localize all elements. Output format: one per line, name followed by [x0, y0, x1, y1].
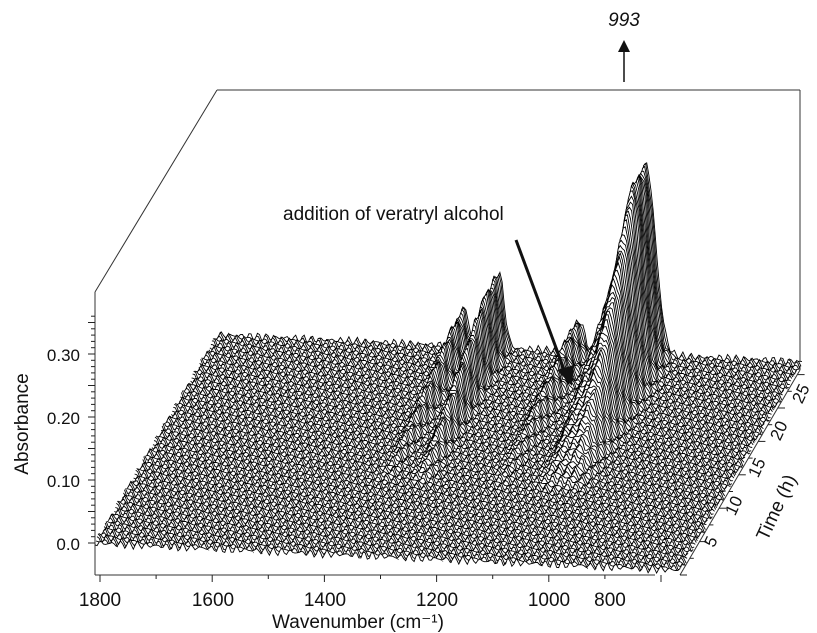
z-tick-label: 5 [700, 533, 721, 550]
spectrum-trace [209, 174, 796, 378]
trace-fill [217, 162, 802, 365]
spectrum-trace [169, 351, 756, 447]
spectrum-trace [162, 388, 749, 459]
x-tick-label: 800 [594, 590, 626, 611]
peak-arrow-head [618, 40, 630, 52]
spectrum-trace [172, 347, 758, 442]
annotation-arrow-head [557, 365, 574, 386]
spectrum-trace [153, 428, 740, 474]
spectra-traces [94, 162, 803, 574]
x-tick-label: 1400 [304, 590, 346, 611]
spectrum-trace [201, 195, 787, 393]
trace-fill [119, 498, 705, 533]
y-tick-label: 0.0 [56, 535, 80, 554]
trace-fill [122, 493, 708, 526]
plot-box-frame [94, 89, 801, 576]
annotation-text: addition of veratryl alcohol [283, 204, 504, 225]
y-axis-title: Absorbance [12, 373, 33, 474]
y-tick-labels: 0.0 0.10 0.20 0.30 [47, 346, 80, 554]
x-tick-label: 1000 [528, 590, 570, 611]
x-tick-label: 1800 [79, 590, 121, 611]
spectrum-trace [198, 210, 785, 396]
spectrum-trace [180, 302, 767, 428]
spectrum-trace [173, 342, 759, 441]
spectrum-trace [159, 401, 746, 462]
spectrum-trace [189, 255, 775, 414]
spectrum-trace [199, 206, 786, 397]
spectrum-trace [179, 310, 765, 429]
spectrum-trace [191, 250, 778, 410]
y-tick-label: 0.10 [47, 472, 80, 491]
annotation-arrow-line [514, 239, 567, 373]
spectrum-trace [161, 391, 748, 461]
trace-fill [103, 526, 689, 559]
z-axis-line [679, 369, 801, 576]
x-tick-labels: 1800 1600 1400 1200 1000 1000 800 [79, 590, 626, 611]
y-tick-label: 0.20 [47, 409, 80, 428]
x-tick-label: 1200 [416, 590, 458, 611]
spectrum-trace [143, 456, 729, 492]
trace-fill [100, 531, 686, 566]
spectrum-trace [188, 261, 774, 416]
x-tick-label: 1600 [192, 590, 234, 611]
spectrum-trace [207, 175, 794, 383]
spectrum-trace [181, 296, 768, 426]
box-edge-top-left [94, 89, 218, 293]
axis-ticks [88, 315, 805, 582]
x-axis-title: Wavenumber (cm⁻¹) [272, 612, 444, 633]
spectrum-trace [216, 162, 803, 365]
spectrum-trace [180, 307, 766, 430]
y-tick-label: 0.30 [47, 346, 80, 365]
spectrum-trace [208, 173, 795, 381]
spectrum-trace [210, 176, 797, 378]
spectrum-trace [94, 539, 681, 574]
z-tick-label: 25 [788, 381, 813, 406]
spectrum-trace [160, 398, 747, 462]
peak-label: 993 [608, 10, 640, 31]
z-axis-title: Time (h) [753, 472, 802, 544]
spectrum-trace [190, 252, 776, 411]
spectrum-trace [200, 201, 787, 395]
spectrum-trace [116, 501, 702, 538]
